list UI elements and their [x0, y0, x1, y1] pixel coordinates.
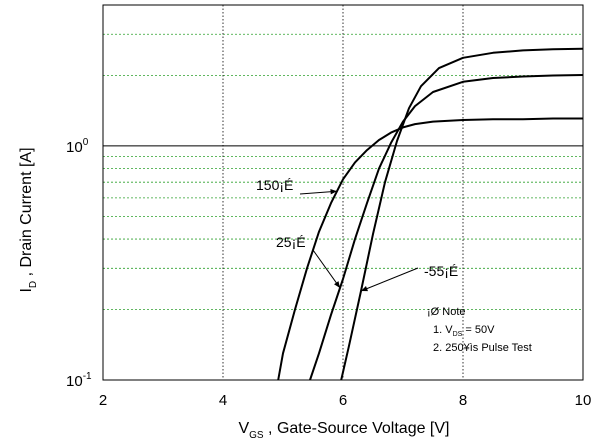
y-axis-label-rest: , Drain Current [A]	[18, 147, 35, 280]
annotation-label-2: 25¡É	[276, 234, 306, 250]
annotation-leader-3	[360, 267, 419, 292]
x-axis-label-main: V	[238, 420, 249, 437]
note-line-1: 1. VDS = 50V	[433, 324, 495, 338]
note-line-1-sub: DS	[453, 331, 463, 338]
y-axis-label-sub: D	[28, 281, 39, 288]
x-tick-label: 6	[339, 392, 347, 409]
y-tick-base: 10	[66, 139, 83, 156]
x-tick-label: 2	[99, 392, 107, 409]
y-axis-label: ID , Drain Current [A]	[18, 147, 39, 292]
annotation-label-3: -55¡É	[424, 263, 458, 279]
series-line-1	[277, 117, 583, 381]
series-layer	[277, 47, 584, 381]
x-tick-label: 4	[219, 392, 227, 409]
annotation-label-1: 150¡É	[256, 177, 293, 193]
y-tick-exp: 0	[83, 137, 89, 148]
x-tick-label: 8	[459, 392, 467, 409]
x-tick-label: 10	[575, 392, 592, 409]
y-tick-label: 10-1	[66, 371, 92, 390]
grid-layer	[102, 4, 584, 381]
annotation-layer: 150¡É 25¡É -55¡É	[256, 177, 458, 292]
plot-frame	[102, 4, 584, 381]
note-block: ¡Ø Note 1. VDS = 50V 2. 250¥ìs Pulse Tes…	[427, 306, 532, 354]
annotation-arrowhead-3	[361, 286, 368, 292]
y-axis-label-main: I	[18, 288, 35, 292]
x-axis-label-rest: , Gate-Source Voltage [V]	[264, 420, 450, 437]
note-line-1-rest: = 50V	[462, 324, 495, 336]
y-tick-base: 10	[66, 373, 83, 390]
series-line-2	[309, 74, 584, 381]
y-tick-exp: -1	[83, 371, 92, 382]
x-axis-label-sub: GS	[249, 430, 264, 441]
annotation-arrowhead-2	[334, 281, 340, 288]
x-axis-label: VGS , Gate-Source Voltage [V]	[238, 420, 449, 441]
annotation-arrowhead-1	[330, 188, 337, 195]
series-line-3	[340, 47, 584, 381]
note-header: ¡Ø Note	[427, 306, 466, 318]
note-line-1-num: 1. V	[433, 324, 453, 336]
annotation-leader-2	[312, 249, 341, 289]
note-line-2: 2. 250¥ìs Pulse Test	[433, 342, 532, 354]
y-tick-label: 100	[66, 137, 89, 156]
